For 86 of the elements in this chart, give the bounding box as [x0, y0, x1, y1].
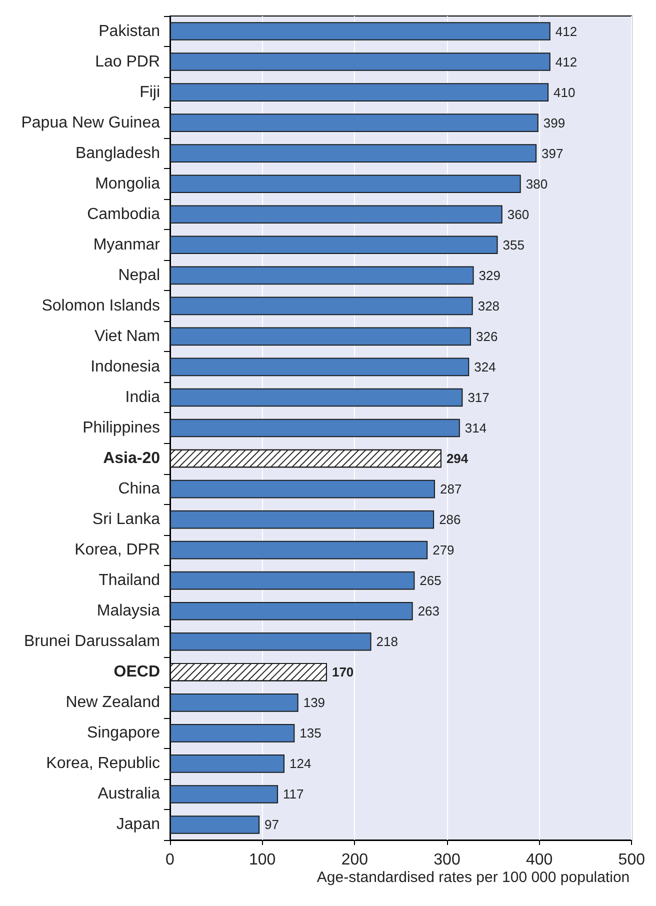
data-label: 380	[526, 176, 548, 192]
bar	[170, 724, 295, 742]
data-label: 397	[542, 146, 564, 161]
y-tick-label: Sri Lanka	[92, 511, 160, 528]
bar	[170, 388, 463, 407]
y-tick-label: Bangladesh	[75, 144, 160, 162]
data-label: 410	[554, 84, 576, 100]
y-tick-label: Viet Nam	[94, 328, 160, 345]
bar	[170, 266, 474, 285]
data-label: 324	[474, 359, 496, 374]
bar	[170, 296, 473, 316]
x-tick-label: 200	[341, 852, 368, 868]
data-label: 263	[418, 604, 440, 619]
bar	[170, 205, 502, 224]
bar	[170, 174, 521, 194]
bar	[170, 358, 470, 376]
bar	[170, 602, 413, 620]
bar	[170, 632, 372, 651]
bar	[170, 418, 460, 438]
data-label: 286	[439, 512, 461, 528]
y-tick-label: OECD	[114, 664, 160, 681]
bar	[170, 327, 471, 346]
y-tick-label: Philippines	[82, 420, 160, 436]
x-tick-label: 0	[166, 852, 175, 868]
bar	[170, 480, 435, 498]
data-label: 279	[432, 542, 454, 558]
data-label: 117	[283, 786, 304, 802]
data-label: 329	[478, 268, 500, 283]
y-tick-label: Japan	[116, 816, 160, 834]
y-tick-label: Brunei Darussalam	[24, 633, 160, 650]
y-tick-label: Nepal	[118, 266, 160, 284]
data-label: 412	[555, 54, 578, 70]
y-tick-label: Australia	[98, 786, 160, 803]
x-tick-label: 400	[526, 852, 553, 868]
y-tick-label: Lao PDR	[95, 53, 160, 70]
y-tick-label: Cambodia	[87, 206, 160, 223]
y-tick-label: Asia-20	[103, 450, 160, 468]
data-label: 355	[502, 237, 524, 252]
y-tick-label: Mongolia	[95, 175, 160, 192]
data-label: 265	[420, 573, 442, 588]
data-label: 170	[332, 664, 354, 680]
bar	[170, 571, 415, 590]
bar	[170, 114, 538, 132]
data-label: 124	[289, 756, 312, 772]
bar	[170, 144, 537, 162]
data-label: 360	[507, 206, 530, 222]
bar	[170, 510, 434, 529]
y-tick-label: Myanmar	[93, 236, 161, 254]
bar	[170, 785, 278, 804]
y-tick-label: Papua New Guinea	[21, 114, 160, 132]
x-tick-label: 300	[434, 852, 460, 868]
bar	[170, 22, 550, 40]
x-axis-title: Age-standardised rates per 100 000 population	[316, 869, 630, 886]
bar	[170, 754, 284, 773]
data-label: 97	[264, 817, 280, 832]
bar	[170, 236, 498, 254]
data-label: 317	[468, 390, 490, 405]
data-label: 326	[476, 328, 498, 344]
x-tick-label: 500	[618, 852, 646, 868]
bar	[170, 83, 549, 102]
y-tick-label: Solomon Islands	[42, 297, 160, 314]
y-tick-label: Malaysia	[96, 602, 160, 620]
x-tick-label: 100	[248, 852, 276, 868]
data-label: 135	[300, 726, 322, 741]
data-label: 218	[376, 634, 398, 650]
y-tick-label: Indonesia	[90, 358, 160, 376]
y-tick-label: Korea, Republic	[46, 755, 160, 772]
y-tick-label: China	[118, 480, 160, 498]
data-label: 314	[464, 420, 487, 436]
bar	[170, 540, 428, 560]
y-tick-label: India	[125, 388, 160, 406]
y-tick-label: Korea, DPR	[74, 542, 160, 559]
data-label: 139	[303, 695, 326, 710]
y-tick-label: Fiji	[140, 84, 160, 101]
bar	[170, 816, 260, 834]
data-label: 328	[478, 298, 500, 314]
data-label: 399	[543, 115, 566, 130]
data-label: 294	[446, 451, 469, 466]
y-tick-label: Singapore	[87, 724, 160, 742]
data-label: 412	[555, 24, 578, 39]
y-tick-label: Thailand	[98, 572, 160, 590]
bar	[170, 52, 550, 71]
y-tick-label: New Zealand	[66, 694, 160, 712]
y-tick-label: Pakistan	[98, 22, 160, 40]
data-label: 287	[440, 482, 462, 497]
bar	[170, 694, 298, 712]
